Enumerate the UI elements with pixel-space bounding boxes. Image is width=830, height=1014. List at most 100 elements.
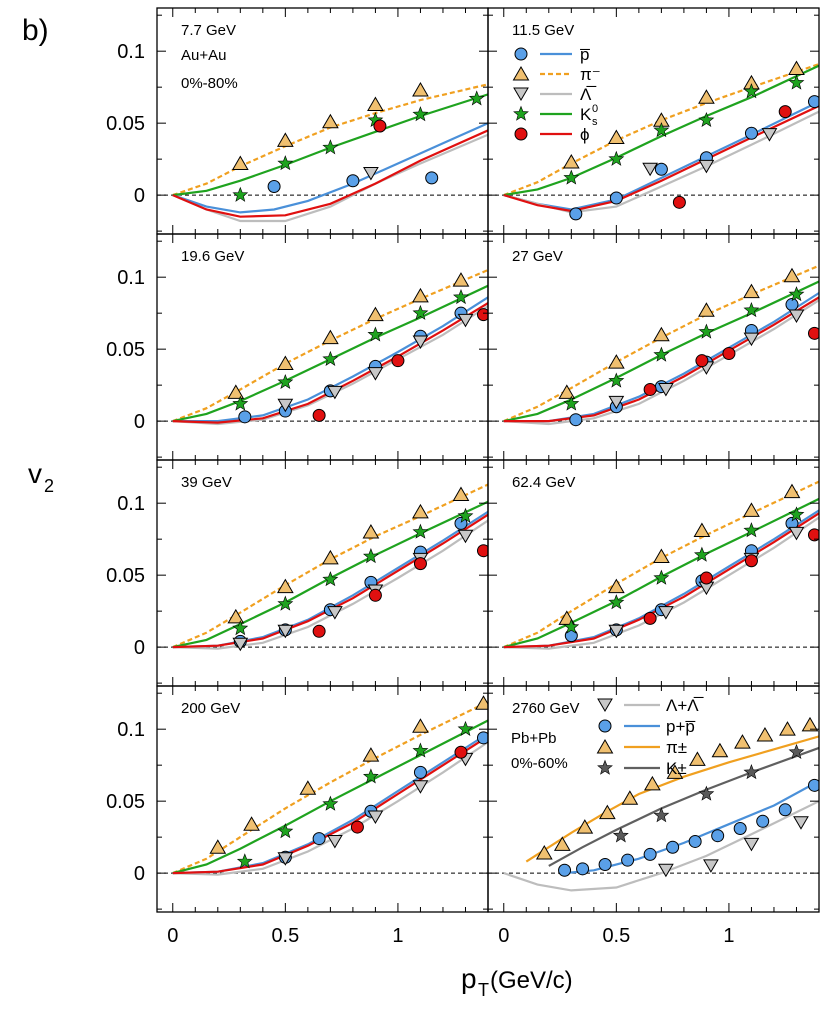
legend-marker-lambdabar [513,87,529,101]
point-phi [368,588,382,602]
markers [209,695,488,869]
point-pbar [425,171,439,185]
point-lambdabar [608,395,625,410]
panel-letter: b) [22,14,49,47]
point-pbar [569,207,583,221]
point-pi- [299,780,317,795]
point-pi- [276,578,294,594]
point-lambdabar [277,624,294,639]
point-pi- [698,302,715,317]
legend-entry-pi-minus: π⁻ [512,65,601,84]
curve-pi- [172,700,488,875]
y-tick-label: 0 [134,185,145,207]
point-pi- [362,523,380,539]
legend-marker-p-pbar [598,719,612,733]
curve-ks0 [172,500,488,649]
point-p+pbar [621,853,635,867]
curve-ks0 [172,719,488,875]
x-tick-label: 0 [498,925,509,947]
panel-frame [156,233,489,461]
curve-p+pbar [564,780,819,875]
point-pi- [452,486,470,502]
point-k+- [653,807,670,823]
curve-pi- [172,483,488,649]
legend-entry-pbar: p̅ [514,45,590,64]
ticks [488,234,819,460]
point-lambdabar [412,335,429,349]
point-pbar [267,179,281,193]
point-p+pbar [711,829,725,843]
ticks [488,8,819,234]
point-pi- [231,155,249,170]
point-pi- [607,129,625,145]
markers [231,82,485,202]
legend-entry-ks0: K 0s [513,103,598,128]
markers [227,486,488,652]
point-ks0 [608,150,625,166]
y-axis-title-sub: 2 [44,476,54,496]
point-pi- [276,132,294,147]
ticks [488,460,819,686]
point-p+pbar [666,840,680,854]
panel-2760-gev: 2760 GeV 0 0.5 1 [487,685,820,947]
legend-entry-k-pm: K± [597,759,687,778]
point-pi- [452,272,470,287]
legend-marker-k-pm [597,759,613,775]
point-ks0 [322,350,339,366]
point-phi [807,528,819,542]
point-lambdabar [658,382,674,397]
legend-marker-pbar [514,47,528,61]
point-ks0 [608,372,625,388]
point-pi- [362,747,380,762]
curve-pi- [172,268,488,423]
point-lambdabar [743,332,760,347]
point-p+pbar [807,778,819,792]
point-phi [476,308,488,322]
point-k+- [788,743,805,759]
y-axis-title: v 2 [28,458,54,496]
point-phi [778,105,792,119]
point-pi- [475,695,488,710]
panel-7.7-gev: 7.7 GeV 0 0.05 0.1 [106,7,489,235]
point-ks0 [788,74,805,90]
point-pbar [312,832,326,846]
point-ks0 [277,373,294,389]
curve-pbar [172,122,488,214]
point-phi [643,611,657,625]
curve-pi- [503,480,819,649]
point-ks0 [322,795,339,811]
point-pi- [607,354,625,369]
point-ks0 [236,853,253,869]
curves [503,264,819,426]
point-pbar [569,413,583,427]
x-tick-label: 0.5 [602,925,630,947]
point-pi- [653,548,670,563]
point-lambdabar [277,852,294,866]
point-phi [672,195,686,209]
panel-frame [156,7,489,235]
legend-marker-lambda-lambdabar [597,698,613,712]
point-lambdabar [457,313,474,328]
legend-label-lambdabar: Λ̅ [580,85,596,104]
point-pi+- [576,819,594,834]
point-pi- [322,329,339,345]
curve-pi- [503,264,819,423]
curve-lambdabar [172,305,488,426]
point-lambdabar [412,780,429,794]
info-collision-auau: Au+Au [181,47,226,64]
panel-frame [487,7,820,235]
point-k+- [698,785,715,801]
curves [172,83,488,223]
point-pi+- [644,775,661,791]
point-p+pbar [733,822,747,836]
point-pi- [783,483,801,499]
info-centrality-lhc: 0%-60% [511,755,568,772]
curve-lambdabar [503,299,819,426]
point-p+pbar [558,863,572,877]
point-ks0 [412,106,429,122]
panel-200-gev: 200 GeV 0 0.05 0.1 0 0.5 1 [106,685,489,947]
point-pi- [743,502,760,517]
point-ks0 [698,111,715,127]
panel-title: 2760 GeV [512,700,580,717]
point-pi- [322,113,339,129]
